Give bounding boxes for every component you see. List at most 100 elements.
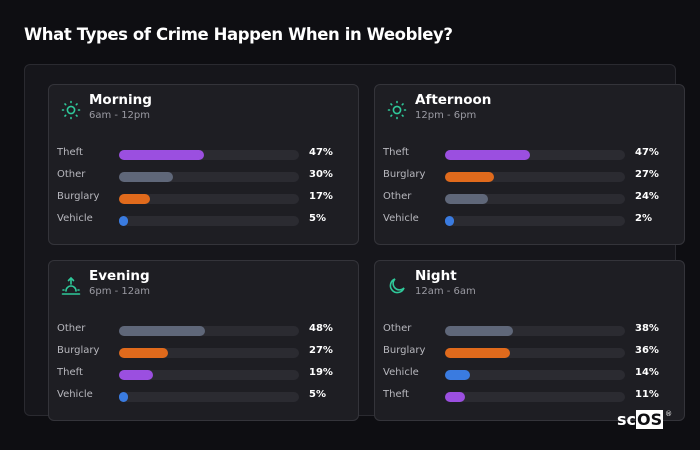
bar-track [119, 370, 299, 380]
crime-percent: 5% [309, 213, 326, 224]
card-title: Afternoon [415, 92, 492, 108]
crime-row-other: Other 24% [383, 191, 673, 204]
crime-row-vehicle: Vehicle 2% [383, 213, 673, 226]
crime-label: Other [383, 191, 412, 202]
crime-row-theft: Theft 11% [383, 389, 673, 402]
card-title: Evening [89, 268, 150, 284]
bar-track [445, 194, 625, 204]
crime-row-burglary: Burglary 27% [57, 345, 347, 358]
page-title: What Types of Crime Happen When in Weobl… [24, 25, 453, 44]
crime-row-burglary: Burglary 27% [383, 169, 673, 182]
crime-label: Burglary [57, 191, 100, 202]
bar-fill [445, 370, 471, 380]
crime-label: Other [57, 323, 86, 334]
bar-fill [445, 216, 454, 226]
bar-track [119, 216, 299, 226]
bar-fill [119, 216, 128, 226]
bar-track [445, 348, 625, 358]
crime-label: Other [383, 323, 412, 334]
crime-label: Vehicle [57, 213, 93, 224]
moon-icon [387, 276, 407, 296]
crime-percent: 27% [309, 345, 333, 356]
crime-row-vehicle: Vehicle 14% [383, 367, 673, 380]
card-title: Night [415, 268, 457, 284]
crime-label: Theft [57, 147, 83, 158]
bar-track [119, 392, 299, 402]
crime-percent: 24% [635, 191, 659, 202]
bar-fill [119, 370, 154, 380]
scos-logo: scOS ® [617, 410, 672, 429]
bar-track [445, 150, 625, 160]
bar-fill [445, 194, 489, 204]
crime-percent: 27% [635, 169, 659, 180]
logo-reg: ® [665, 410, 673, 418]
crime-row-theft: Theft 19% [57, 367, 347, 380]
crime-label: Vehicle [57, 389, 93, 400]
sun-icon [61, 100, 81, 120]
card-evening: Evening 6pm - 12am Other 48% Burglary 27%… [48, 260, 359, 421]
crime-percent: 17% [309, 191, 333, 202]
crime-row-other: Other 30% [57, 169, 347, 182]
crime-row-other: Other 48% [57, 323, 347, 336]
crime-label: Burglary [383, 169, 426, 180]
bar-track [445, 370, 625, 380]
bar-fill [119, 194, 150, 204]
bar-track [119, 326, 299, 336]
crime-row-vehicle: Vehicle 5% [57, 213, 347, 226]
sunset-icon [61, 276, 81, 296]
bar-track [445, 172, 625, 182]
crime-row-theft: Theft 47% [57, 147, 347, 160]
crime-percent: 38% [635, 323, 659, 334]
bar-fill [119, 348, 168, 358]
bar-fill [445, 150, 530, 160]
crime-percent: 47% [635, 147, 659, 158]
bar-fill [445, 326, 514, 336]
card-night: Night 12am - 6am Other 38% Burglary 36% V… [374, 260, 685, 421]
card-title: Morning [89, 92, 152, 108]
bar-track [119, 348, 299, 358]
crime-label: Theft [383, 147, 409, 158]
crime-label: Theft [57, 367, 83, 378]
bar-track [445, 326, 625, 336]
bar-fill [119, 326, 206, 336]
bar-fill [119, 172, 173, 182]
card-hours: 12pm - 6pm [415, 110, 477, 121]
bar-fill [445, 348, 510, 358]
bar-fill [119, 392, 128, 402]
logo-sc: sc [617, 410, 637, 429]
crime-percent: 47% [309, 147, 333, 158]
card-afternoon: Afternoon 12pm - 6pm Theft 47% Burglary 2… [374, 84, 685, 245]
bar-track [119, 172, 299, 182]
crime-label: Theft [383, 389, 409, 400]
crime-percent: 48% [309, 323, 333, 334]
bar-track [119, 150, 299, 160]
crime-label: Burglary [383, 345, 426, 356]
card-morning: Morning 6am - 12pm Theft 47% Other 30% Bu… [48, 84, 359, 245]
crime-row-burglary: Burglary 17% [57, 191, 347, 204]
crime-label: Burglary [57, 345, 100, 356]
bar-fill [445, 172, 494, 182]
crime-row-vehicle: Vehicle 5% [57, 389, 347, 402]
bar-fill [119, 150, 204, 160]
crime-row-other: Other 38% [383, 323, 673, 336]
crime-percent: 11% [635, 389, 659, 400]
card-hours: 6am - 12pm [89, 110, 151, 121]
sun-icon [387, 100, 407, 120]
bar-fill [445, 392, 465, 402]
crime-percent: 19% [309, 367, 333, 378]
crime-percent: 30% [309, 169, 333, 180]
crime-row-burglary: Burglary 36% [383, 345, 673, 358]
card-hours: 12am - 6am [415, 286, 476, 297]
crime-percent: 2% [635, 213, 652, 224]
crime-percent: 36% [635, 345, 659, 356]
card-hours: 6pm - 12am [89, 286, 151, 297]
crime-label: Vehicle [383, 367, 419, 378]
crime-percent: 14% [635, 367, 659, 378]
logo-os: OS [636, 410, 664, 429]
crime-row-theft: Theft 47% [383, 147, 673, 160]
crime-label: Other [57, 169, 86, 180]
bar-track [445, 216, 625, 226]
crime-label: Vehicle [383, 213, 419, 224]
bar-track [445, 392, 625, 402]
crime-percent: 5% [309, 389, 326, 400]
